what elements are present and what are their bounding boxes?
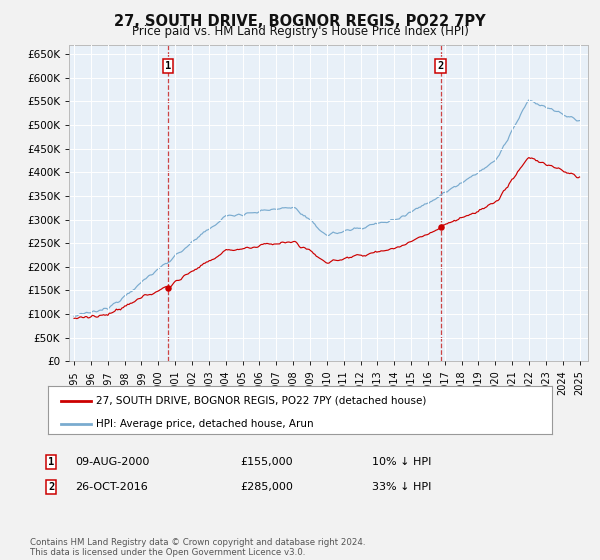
Text: 27, SOUTH DRIVE, BOGNOR REGIS, PO22 7PY (detached house): 27, SOUTH DRIVE, BOGNOR REGIS, PO22 7PY … — [96, 396, 426, 405]
Text: Contains HM Land Registry data © Crown copyright and database right 2024.
This d: Contains HM Land Registry data © Crown c… — [30, 538, 365, 557]
Text: 09-AUG-2000: 09-AUG-2000 — [75, 457, 149, 467]
Text: 2: 2 — [48, 482, 54, 492]
Text: Price paid vs. HM Land Registry's House Price Index (HPI): Price paid vs. HM Land Registry's House … — [131, 25, 469, 38]
Text: HPI: Average price, detached house, Arun: HPI: Average price, detached house, Arun — [96, 418, 314, 428]
Point — [163, 283, 173, 292]
Text: 26-OCT-2016: 26-OCT-2016 — [75, 482, 148, 492]
Text: 1: 1 — [165, 61, 171, 71]
Text: 27, SOUTH DRIVE, BOGNOR REGIS, PO22 7PY: 27, SOUTH DRIVE, BOGNOR REGIS, PO22 7PY — [114, 14, 486, 29]
Point — [436, 222, 445, 231]
Text: 33% ↓ HPI: 33% ↓ HPI — [372, 482, 431, 492]
Text: £285,000: £285,000 — [240, 482, 293, 492]
Text: 2: 2 — [437, 61, 443, 71]
Text: 1: 1 — [48, 457, 54, 467]
Text: 10% ↓ HPI: 10% ↓ HPI — [372, 457, 431, 467]
Text: £155,000: £155,000 — [240, 457, 293, 467]
